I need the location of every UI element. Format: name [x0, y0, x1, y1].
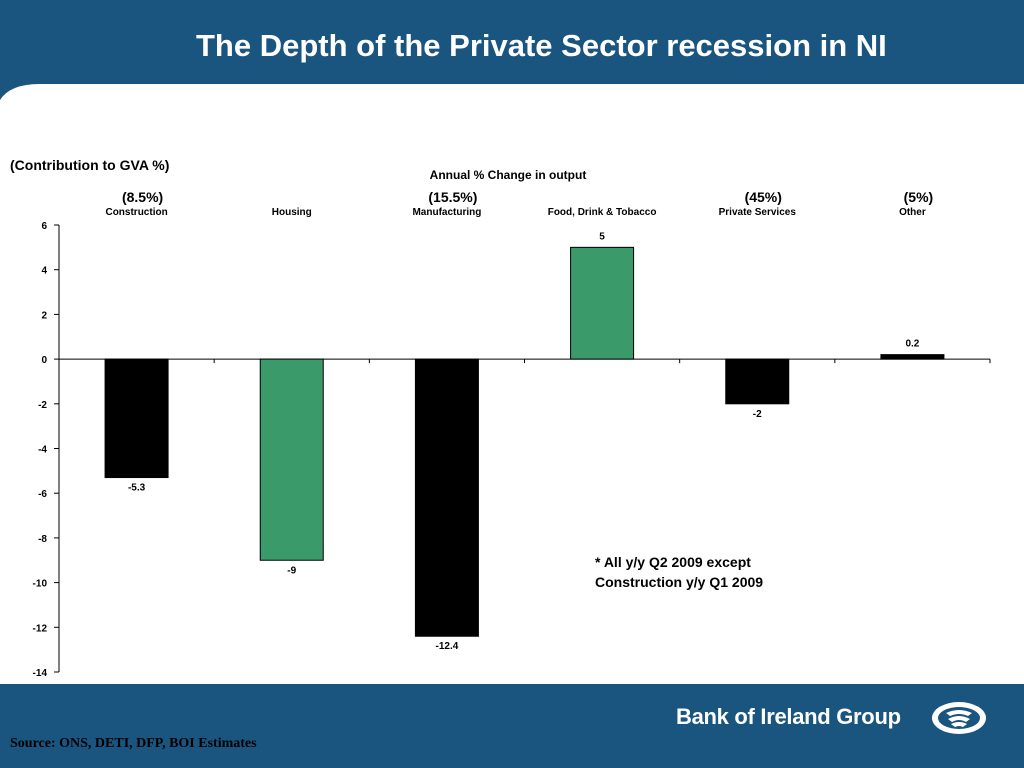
y-tick-label: -6	[38, 489, 47, 500]
category-label: Manufacturing	[412, 207, 481, 218]
category-label: Private Services	[719, 207, 797, 218]
category-label: Food, Drink & Tobacco	[548, 207, 657, 218]
bar-value-label: 0.2	[905, 339, 919, 350]
bar	[725, 358, 790, 405]
header-banner	[0, 0, 1024, 100]
bar-value-label: -9	[287, 565, 296, 576]
y-tick-label: 4	[41, 266, 47, 277]
category-label: Housing	[272, 207, 312, 218]
bar-value-label: -5.3	[128, 483, 146, 494]
footnote-line: Construction y/y Q1 2009	[595, 574, 764, 590]
brand-name: Bank of Ireland Group	[676, 704, 901, 729]
bar	[414, 358, 479, 637]
bar	[104, 358, 169, 479]
bar	[880, 354, 945, 360]
page-title: The Depth of the Private Sector recessio…	[196, 28, 887, 63]
bar	[570, 246, 635, 360]
bar-value-label: -2	[753, 409, 762, 420]
footnote-line: * All y/y Q2 2009 except	[595, 554, 751, 570]
category-share-label: (15.5%)	[428, 189, 477, 205]
source-note: Source: ONS, DETI, DFP, BOI Estimates	[10, 736, 257, 751]
y-tick-label: 0	[41, 355, 47, 366]
contribution-label: (Contribution to GVA %)	[10, 157, 170, 173]
y-tick-label: -14	[33, 668, 48, 679]
y-tick-label: 6	[41, 221, 47, 232]
y-tick-label: -4	[38, 445, 47, 456]
bar-value-label: -12.4	[436, 641, 459, 652]
chart-title: Annual % Change in output	[430, 168, 587, 182]
chart-footnote: * All y/y Q2 2009 except Construction y/…	[595, 552, 763, 592]
y-tick-label: -2	[38, 400, 47, 411]
category-label: Other	[899, 207, 926, 218]
bank-logo-icon	[932, 702, 986, 734]
bar-value-label: 5	[599, 231, 605, 242]
category-share-label: (8.5%)	[122, 189, 163, 205]
y-tick-label: -10	[33, 579, 48, 590]
y-tick-label: 2	[41, 310, 47, 321]
category-share-label: (45%)	[745, 189, 782, 205]
category-share-label: (5%)	[904, 189, 934, 205]
bar	[259, 358, 324, 561]
y-tick-label: -8	[38, 534, 47, 545]
category-label: Construction	[105, 207, 167, 218]
bar-chart: Annual % Change in output (8.5%) (15.5%) (…	[33, 168, 991, 679]
footer-band	[0, 684, 1024, 768]
y-tick-label: -12	[33, 623, 48, 634]
